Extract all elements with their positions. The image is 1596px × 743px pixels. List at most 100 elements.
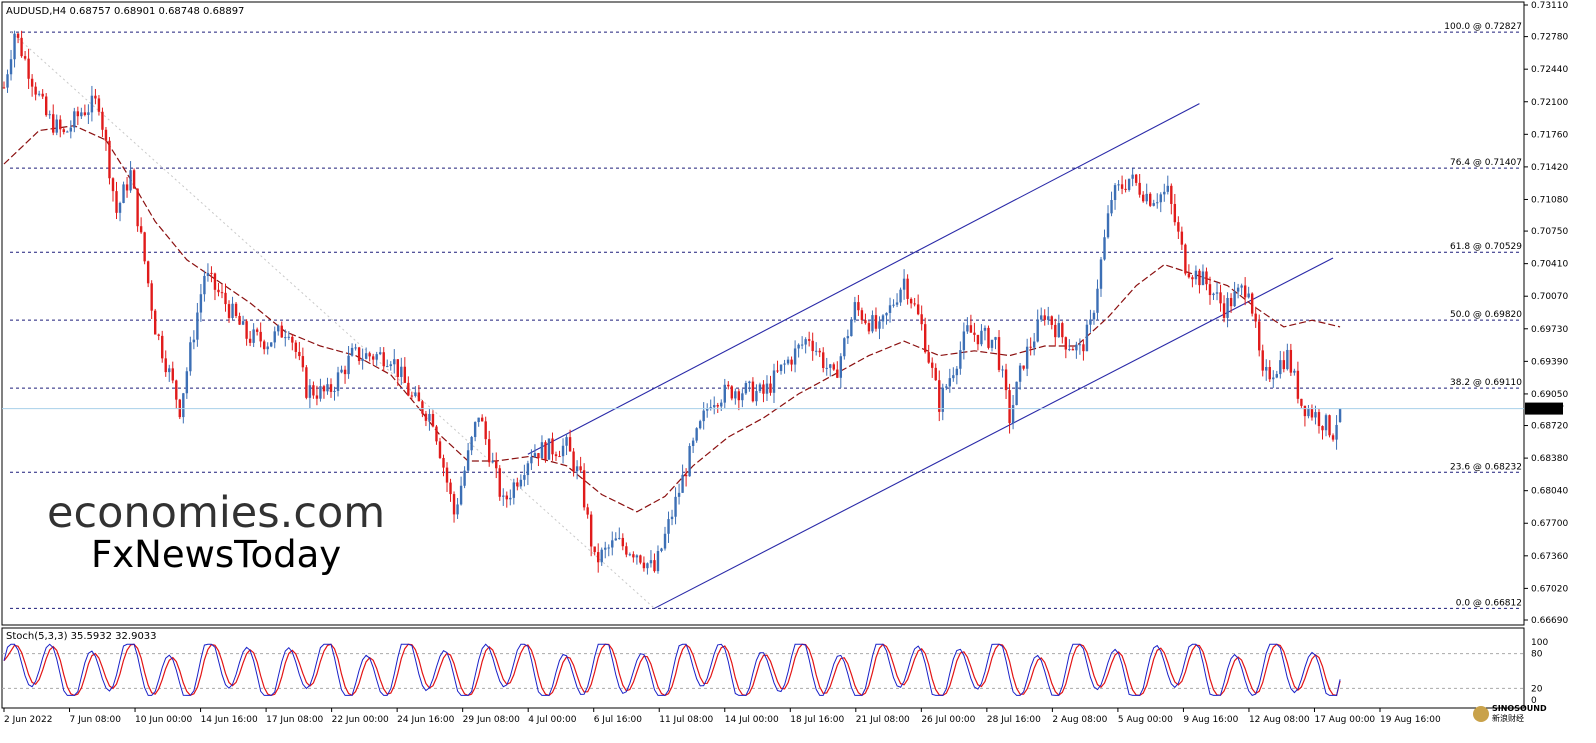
candle-body: [931, 362, 934, 368]
candle-body: [579, 466, 582, 471]
candle-body: [829, 364, 832, 368]
candle-body: [1145, 193, 1148, 202]
candle-body: [319, 386, 322, 399]
y-tick-label: 0.70410: [1531, 260, 1568, 270]
candle-body: [635, 555, 639, 558]
candle-body: [895, 302, 899, 305]
candle-body: [301, 356, 305, 368]
candle-body: [684, 474, 688, 477]
candle-body: [822, 352, 825, 368]
candle-body: [611, 540, 614, 548]
logo-text-2: 新浪财经: [1492, 713, 1524, 723]
stoch-axis-label: 80: [1531, 650, 1543, 660]
candle-body: [157, 334, 160, 336]
candle-body: [509, 497, 512, 500]
candle-body: [920, 314, 923, 325]
candle-body: [52, 114, 55, 133]
candle-body: [73, 111, 76, 128]
candle-body: [593, 546, 596, 553]
y-tick-label: 0.72780: [1531, 33, 1568, 43]
candle-body: [1103, 237, 1106, 260]
candle-body: [600, 549, 603, 563]
candle-body: [347, 355, 350, 375]
candle-body: [649, 560, 653, 564]
candle-body: [1018, 365, 1022, 382]
x-tick-label: 26 Jul 00:00: [921, 715, 975, 725]
candle-body: [804, 339, 807, 345]
candle-body: [797, 344, 800, 349]
candle-body: [44, 96, 48, 116]
candle-body: [1138, 182, 1141, 195]
candle-body: [983, 327, 987, 331]
candle-body: [1113, 185, 1117, 201]
candle-body: [452, 494, 456, 515]
fib-label: 23.6 @ 0.68232: [1450, 462, 1522, 472]
candle-body: [604, 547, 607, 550]
candle-body: [262, 341, 266, 350]
candle-body: [442, 457, 445, 468]
candle-body: [902, 278, 906, 290]
candle-body: [614, 538, 617, 541]
candle-body: [1296, 370, 1300, 399]
candle-body: [551, 438, 554, 455]
fib-anchor-line: [10, 31, 655, 609]
candlesticks: [2, 30, 1342, 575]
candle-body: [55, 119, 58, 133]
candle-body: [431, 413, 435, 427]
candle-body: [730, 386, 734, 399]
x-tick-label: 17 Jun 08:00: [266, 715, 323, 725]
candle-body: [424, 413, 428, 421]
candle-body: [1314, 412, 1317, 418]
candle-body: [108, 140, 111, 179]
candle-body: [843, 338, 846, 357]
candle-body: [1124, 188, 1127, 190]
candle-body: [783, 363, 786, 365]
watermark-economies: economies.com: [47, 488, 385, 538]
candle-body: [175, 380, 178, 400]
candle-body: [1029, 346, 1032, 348]
candle-body: [396, 359, 399, 377]
ma-line: [3, 125, 1341, 513]
candle-body: [667, 519, 670, 534]
candle-body: [1205, 271, 1208, 285]
candle-body: [312, 385, 315, 396]
candle-body: [168, 368, 171, 373]
candle-body: [537, 453, 540, 459]
candle-body: [938, 380, 941, 412]
candle-body: [315, 395, 319, 399]
candle-body: [642, 562, 646, 569]
candle-body: [393, 359, 396, 365]
candle-body: [1219, 292, 1222, 304]
candle-body: [1092, 312, 1096, 320]
candle-body: [709, 407, 712, 409]
candle-body: [213, 273, 217, 290]
candle-body: [839, 356, 843, 378]
candle-body: [87, 112, 90, 115]
candle-body: [23, 56, 27, 59]
candle-body: [20, 37, 23, 57]
candle-body: [206, 272, 210, 276]
symbol-header: AUDUSD,H4 0.68757 0.68901 0.68748 0.6889…: [6, 6, 244, 17]
candle-body: [544, 442, 547, 460]
candle-body: [182, 393, 185, 418]
candle-body: [670, 516, 674, 520]
candle-body: [860, 310, 864, 321]
fib-label: 50.0 @ 0.69820: [1450, 310, 1522, 320]
candle-body: [1015, 381, 1018, 406]
candle-body: [83, 112, 87, 115]
candle-body: [512, 482, 516, 498]
candle-body: [1198, 270, 1201, 286]
candle-body: [1001, 369, 1004, 371]
candle-body: [607, 547, 610, 549]
y-tick-label: 0.73110: [1531, 1, 1568, 11]
x-tick-label: 6 Jul 16:00: [594, 715, 643, 725]
y-tick-label: 0.69390: [1531, 357, 1568, 367]
candle-body: [519, 479, 523, 487]
candle-body: [502, 495, 505, 497]
candle-body: [836, 369, 839, 378]
current-price-line: 0.68897: [2, 402, 1564, 415]
stoch-frame: [1, 627, 1525, 709]
y-tick-label: 0.67700: [1531, 519, 1568, 529]
candle-body: [266, 346, 269, 350]
